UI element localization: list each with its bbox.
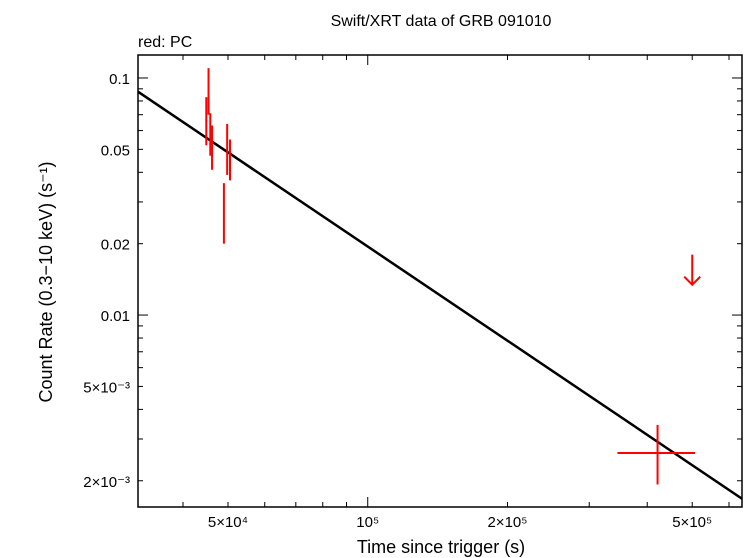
- y-tick-label: 0.01: [101, 308, 130, 325]
- chart-subtitle: red: PC: [138, 34, 192, 51]
- y-tick-label: 0.05: [101, 142, 130, 159]
- x-axis-label: Time since trigger (s): [357, 537, 525, 557]
- y-tick-label: 0.02: [101, 237, 130, 254]
- x-tick-label: 10⁵: [356, 514, 379, 531]
- plot-area: 5×10⁴ 10⁵ 2×10⁵ 5×10⁵ 0.1 0.05 0.02 0.01 5×10⁻³ 2…: [83, 54, 743, 531]
- y-tick-label: 2×10⁻³: [83, 474, 130, 491]
- plot-frame: [137, 54, 743, 508]
- y-tick-label: 0.1: [109, 71, 130, 88]
- x-tick-label: 2×10⁵: [487, 514, 527, 531]
- upper-limit-arrow-head: [683, 275, 701, 287]
- y-axis-label: Count Rate (0.3−10 keV) (s⁻¹): [36, 161, 56, 402]
- model-line: [138, 90, 742, 500]
- y-tick-label: 5×10⁻³: [83, 379, 130, 396]
- x-tick-label: 5×10⁴: [208, 514, 248, 531]
- chart-title: Swift/XRT data of GRB 091010: [331, 13, 552, 30]
- plot-content: [138, 68, 742, 500]
- x-tick-label: 5×10⁵: [672, 514, 712, 531]
